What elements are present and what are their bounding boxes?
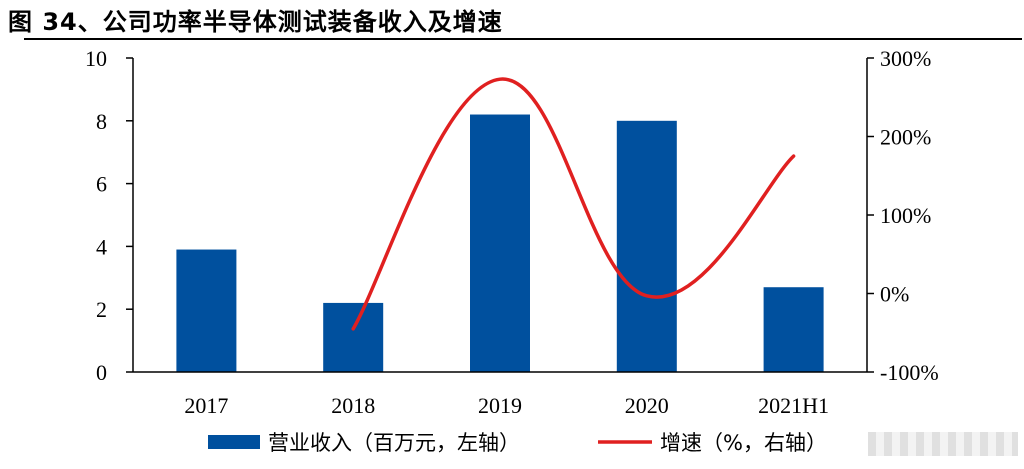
legend-label-revenue: 营业收入（百万元，左轴）	[268, 431, 520, 455]
right-tick-label: -100%	[880, 360, 939, 385]
bar-series	[176, 114, 824, 373]
x-tick-label: 2018	[331, 393, 375, 418]
bar-2021H1	[763, 287, 824, 372]
bar-2017	[176, 249, 237, 372]
right-tick-label: 0%	[880, 282, 909, 307]
right-axis: -100% 0% 100% 200% 300%	[867, 46, 939, 385]
growth-line	[351, 77, 796, 331]
x-tick-label: 2017	[184, 393, 228, 418]
left-tick-label: 4	[96, 234, 107, 259]
left-tick-label: 2	[96, 297, 107, 322]
bar-2019	[470, 114, 530, 373]
chart-title: 图 34、公司功率半导体测试装备收入及增速	[8, 8, 503, 36]
left-tick-label: 6	[96, 172, 107, 197]
bar-2020	[616, 120, 677, 372]
left-tick-label: 0	[96, 360, 107, 385]
title-underline	[24, 38, 1022, 40]
legend-label-growth: 增速（%，右轴）	[660, 431, 827, 455]
x-axis: 2017 2018 2019 2020 2021H1	[184, 393, 829, 418]
left-axis: 0 2 4 6 8 10	[85, 46, 133, 385]
left-tick-label: 10	[85, 46, 107, 71]
right-tick-label: 200%	[880, 125, 931, 150]
right-tick-label: 100%	[880, 203, 931, 228]
x-tick-label: 2019	[478, 393, 522, 418]
x-tick-label: 2021H1	[758, 393, 829, 418]
watermark	[868, 432, 1018, 456]
x-tick-label: 2020	[625, 393, 669, 418]
right-tick-label: 300%	[880, 46, 931, 71]
bar-2018	[323, 302, 384, 372]
legend: 营业收入（百万元，左轴） 增速（%，右轴）	[208, 431, 827, 455]
line-series	[351, 77, 796, 331]
left-tick-label: 8	[96, 109, 107, 134]
legend-swatch-bar	[208, 435, 260, 449]
axes-lines	[132, 58, 868, 373]
